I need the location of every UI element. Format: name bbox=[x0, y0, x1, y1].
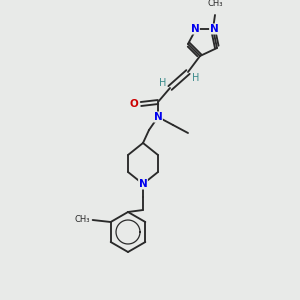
Text: CH₃: CH₃ bbox=[207, 0, 223, 8]
Text: O: O bbox=[130, 99, 138, 109]
Text: H: H bbox=[192, 73, 200, 83]
Text: CH₃: CH₃ bbox=[75, 214, 90, 224]
Text: H: H bbox=[159, 78, 167, 88]
Text: N: N bbox=[190, 24, 200, 34]
Text: N: N bbox=[210, 24, 218, 34]
Text: N: N bbox=[154, 112, 162, 122]
Text: N: N bbox=[139, 179, 147, 189]
